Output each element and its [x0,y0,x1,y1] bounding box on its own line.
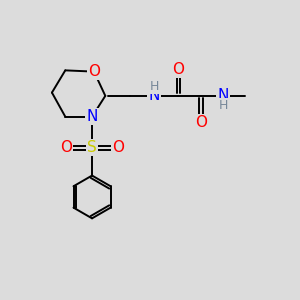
Text: O: O [112,140,124,155]
Text: N: N [86,109,98,124]
Text: O: O [60,140,72,155]
Text: O: O [195,115,207,130]
Text: N: N [217,88,229,104]
Text: O: O [172,61,184,76]
Text: O: O [88,64,100,79]
Text: H: H [218,99,228,112]
Text: S: S [87,140,97,155]
Text: N: N [148,88,160,104]
Text: H: H [149,80,159,93]
